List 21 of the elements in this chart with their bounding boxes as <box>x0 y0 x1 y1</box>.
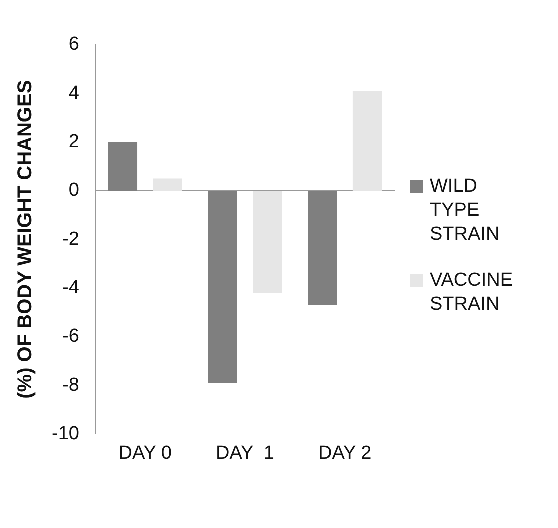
y-tick-label: -10 <box>52 423 80 444</box>
y-axis-title: (%) OF BODY WEIGHT CHANGES <box>14 80 37 399</box>
x-tick-label: DAY 1 <box>216 442 274 464</box>
bar <box>108 142 138 191</box>
x-tick-label: DAY 2 <box>318 442 372 464</box>
bar <box>308 190 338 306</box>
y-tick-label: 6 <box>68 34 80 56</box>
bar <box>153 178 182 191</box>
y-tick-label: -2 <box>62 228 80 250</box>
y-tick-label: 2 <box>68 132 80 153</box>
legend-label: WILD TYPE STRAIN <box>430 175 501 247</box>
bar <box>208 190 238 384</box>
y-tick-label: 4 <box>68 82 80 104</box>
legend-label: VACCINE STRAIN <box>430 269 514 317</box>
y-tick-label: -8 <box>62 374 80 396</box>
y-tick-label: 0 <box>68 180 80 202</box>
bar <box>352 91 382 191</box>
y-tick-label: -6 <box>62 326 80 348</box>
y-tick-label: -4 <box>62 277 80 298</box>
x-tick-label: DAY 0 <box>118 442 172 464</box>
bar <box>253 190 282 294</box>
